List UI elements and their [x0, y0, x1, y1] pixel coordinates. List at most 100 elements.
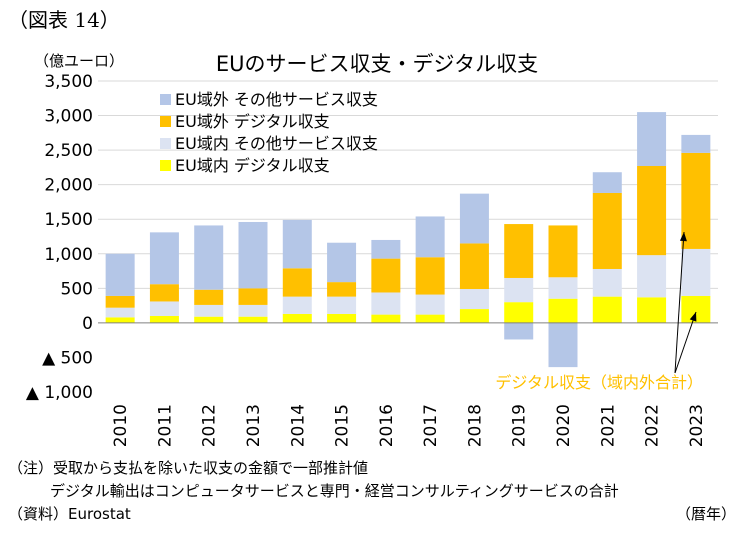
- bar-segment: [504, 224, 534, 278]
- x-tick-label: 2011: [155, 404, 175, 447]
- annotation-arrow: [674, 311, 697, 374]
- bar-segment: [548, 277, 578, 299]
- bar-segment: [327, 296, 357, 314]
- y-tick-label: ▲ 500: [42, 348, 93, 368]
- x-tick-label: 2013: [244, 404, 264, 447]
- y-tick-label: 2,000: [44, 176, 93, 196]
- source-note: （資料）Eurostat: [8, 505, 131, 523]
- bar-segment: [459, 243, 489, 290]
- bar-segment: [282, 296, 312, 314]
- bar-segment: [149, 301, 179, 316]
- legend-label: EU域外 その他サービス収支: [175, 90, 378, 109]
- legend-label: EU域内 その他サービス収支: [175, 134, 378, 153]
- bar-segment: [637, 112, 667, 167]
- bar-segment: [371, 258, 401, 293]
- bar-segment: [149, 232, 179, 285]
- annotation-arrow: [674, 231, 685, 374]
- x-tick-label: 2020: [554, 404, 574, 447]
- x-unit-label: （暦年）: [675, 505, 736, 523]
- y-unit-label: （億ユーロ）: [34, 52, 125, 70]
- x-tick-label: 2022: [643, 404, 663, 447]
- note-2: デジタル輸出はコンピュータサービスと専門・経営コンサルティングサービスの合計: [50, 482, 619, 500]
- bar-segment: [592, 172, 622, 193]
- bar-segment: [504, 302, 534, 323]
- legend-swatch: [160, 160, 171, 171]
- legend-label: EU域内 デジタル収支: [175, 156, 330, 175]
- bar-segment: [415, 216, 445, 258]
- x-tick-label: 2018: [465, 404, 485, 447]
- bar-segment: [327, 242, 357, 283]
- bar-segment: [371, 314, 401, 323]
- bar-segment: [459, 289, 489, 310]
- legend-swatch: [160, 94, 171, 105]
- bar-segment: [238, 304, 268, 317]
- bar-segment: [592, 268, 622, 297]
- figure-label: （図表 14）: [8, 8, 120, 32]
- bar-segment: [194, 289, 224, 305]
- x-tick-label: 2016: [377, 404, 397, 447]
- bar-segment: [548, 298, 578, 323]
- y-axis: 3,500 3,000 2,500 2,000 1,500 1,000 500 0 ▲ 500 ▲…: [26, 72, 93, 403]
- y-tick-label: 1,000: [44, 245, 93, 265]
- bar-segment: [592, 296, 622, 323]
- bar-segment: [282, 219, 312, 269]
- bar-segment: [105, 307, 135, 318]
- bar-segment: [415, 257, 445, 295]
- bar-segment: [592, 192, 622, 269]
- bar-segment: [105, 253, 135, 296]
- bar-segment: [149, 284, 179, 302]
- bar-segment: [548, 322, 578, 368]
- bar-segment: [371, 239, 401, 259]
- bar-segment: [681, 248, 711, 296]
- y-tick-label: 3,000: [44, 107, 93, 127]
- bar-segment: [238, 316, 268, 323]
- bar-segment: [681, 134, 711, 153]
- annotation: デジタル収支（域内外合計）: [495, 231, 703, 392]
- annotation-label: デジタル収支（域内外合計）: [495, 373, 703, 392]
- x-tick-label: 2021: [598, 404, 618, 447]
- x-tick-label: 2019: [510, 404, 530, 447]
- bar-segment: [194, 225, 224, 290]
- y-tick-label: 500: [61, 279, 93, 299]
- y-tick-label: ▲ 1,000: [26, 383, 93, 403]
- bar-segment: [238, 288, 268, 305]
- bar-segment: [637, 255, 667, 298]
- bar-segment: [548, 225, 578, 278]
- bar-segment: [327, 313, 357, 323]
- bar-segment: [637, 297, 667, 323]
- chart-title: EUのサービス収支・デジタル収支: [215, 52, 539, 76]
- bar-segment: [371, 292, 401, 315]
- x-tick-label: 2023: [687, 404, 707, 447]
- bar-segment: [637, 166, 667, 256]
- y-tick-label: 3,500: [44, 72, 93, 92]
- bar-segment: [681, 152, 711, 249]
- x-tick-label: 2017: [421, 404, 441, 447]
- bar-segment: [194, 316, 224, 323]
- bar-segment: [415, 314, 445, 323]
- bar-segment: [105, 295, 135, 308]
- bar-segment: [459, 193, 489, 244]
- x-tick-label: 2010: [111, 404, 131, 447]
- bar-segment: [327, 282, 357, 297]
- arrow-head: [679, 232, 687, 242]
- bar-segment: [504, 277, 534, 303]
- y-tick-label: 0: [82, 314, 93, 334]
- bar-segment: [238, 221, 268, 289]
- legend-swatch: [160, 116, 171, 127]
- bar-segment: [194, 304, 224, 317]
- legend-swatch: [160, 138, 171, 149]
- x-tick-label: 2015: [333, 404, 353, 447]
- x-axis: 2010 2011 2012 2013 2014 2015 2016 2017 2018 2019…: [98, 322, 718, 447]
- y-tick-label: 1,500: [44, 210, 93, 230]
- legend-label: EU域外 デジタル収支: [175, 112, 330, 131]
- bar-segment: [105, 317, 135, 323]
- bar-segment: [282, 268, 312, 297]
- y-tick-label: 2,500: [44, 141, 93, 161]
- bar-segment: [504, 322, 534, 340]
- bar-segment: [459, 309, 489, 323]
- arrow-head: [689, 312, 697, 322]
- bar-segment: [415, 294, 445, 315]
- note-1: （注）受取から支払を除いた収支の金額で一部推計値: [8, 459, 369, 477]
- legend: EU域外 その他サービス収支 EU域外 デジタル収支 EU域内 その他サービス収支 E…: [160, 90, 378, 175]
